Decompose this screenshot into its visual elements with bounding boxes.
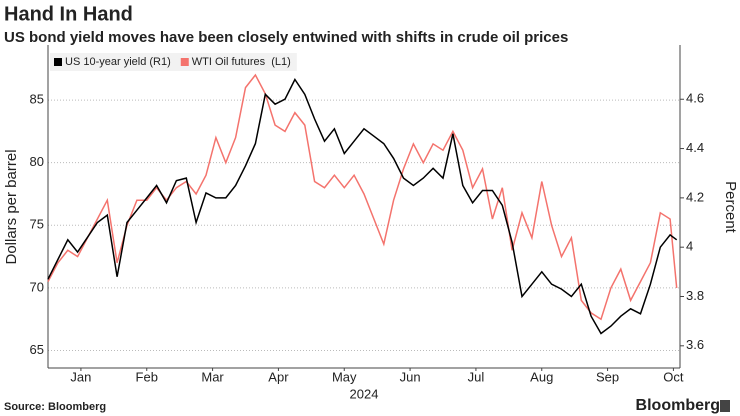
y2-tick-label: 3.8 — [686, 288, 704, 303]
legend-label: WTI Oil futures (L1) — [192, 56, 291, 68]
chart-title: Hand In Hand — [4, 3, 133, 25]
x-tick-label: Sep — [596, 369, 619, 384]
y-tick-label: 70 — [30, 279, 44, 294]
y2-tick-label: 4.6 — [686, 91, 704, 106]
x-tick-label: May — [332, 369, 357, 384]
y-tick-label: 80 — [30, 154, 44, 169]
brand: Bloomberg — [636, 397, 720, 414]
x-tick-label: Mar — [201, 369, 224, 384]
legend-swatch — [180, 58, 189, 66]
y2-axis-label: Percent — [722, 181, 739, 234]
y-tick-label: 75 — [30, 217, 44, 232]
brand-icon — [720, 400, 730, 412]
legend-box — [50, 53, 297, 71]
x-tick-label: Jan — [70, 369, 91, 384]
y-tick-label: 65 — [30, 342, 44, 357]
x-axis-label: 2024 — [350, 386, 379, 401]
source: Source: Bloomberg — [4, 401, 106, 413]
legend-swatch — [54, 58, 62, 66]
x-tick-label: Feb — [136, 369, 158, 384]
y2-tick-label: 3.6 — [686, 337, 704, 352]
x-tick-label: Jun — [400, 369, 421, 384]
y-axis-label: Dollars per barrel — [3, 149, 20, 264]
y2-tick-label: 4 — [686, 239, 693, 254]
x-tick-label: Oct — [663, 369, 684, 384]
series-line — [47, 78, 678, 335]
chart-subtitle: US bond yield moves have been closely en… — [4, 29, 568, 46]
y2-tick-label: 4.2 — [686, 189, 704, 204]
x-tick-label: Apr — [268, 369, 289, 384]
x-tick-label: Aug — [530, 369, 553, 384]
x-tick-label: Jul — [468, 369, 485, 384]
y2-tick-label: 4.4 — [686, 140, 704, 155]
series-line — [47, 73, 678, 321]
y-tick-label: 85 — [30, 92, 44, 107]
legend-label: US 10-year yield (R1) — [65, 56, 171, 68]
